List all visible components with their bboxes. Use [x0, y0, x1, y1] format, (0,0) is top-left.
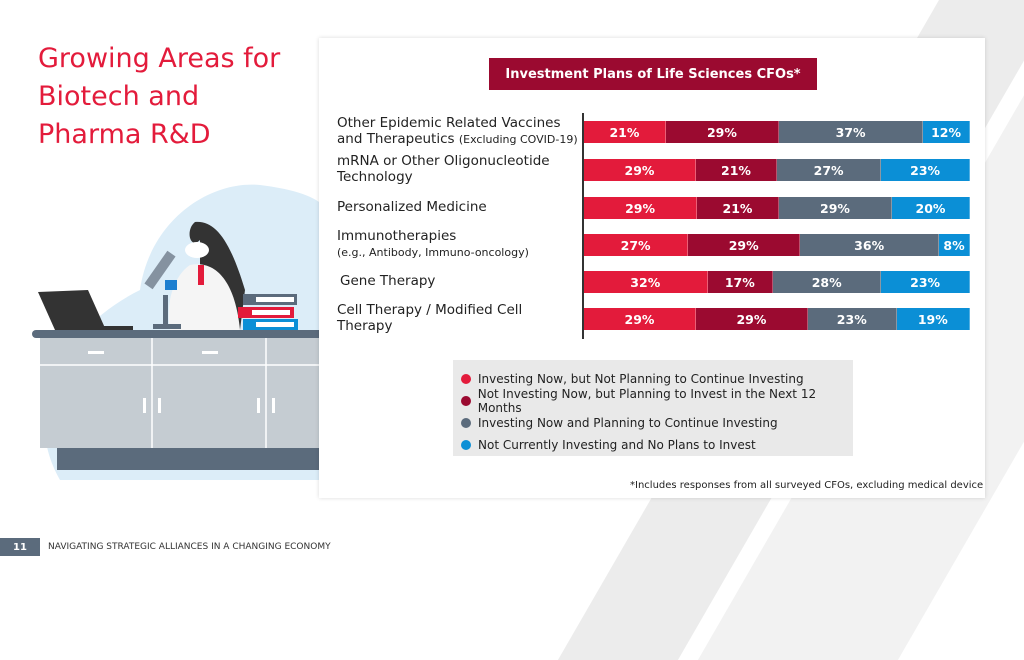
bar-segment: 20% [892, 197, 970, 219]
stacked-bar: 29% 21% 27% 23% [584, 159, 970, 181]
category-note: (Excluding COVID-19) [458, 133, 578, 146]
legend-label: Not Currently Investing and No Plans to … [478, 438, 756, 452]
bar-segment: 21% [697, 197, 779, 219]
bar-segment: 29% [584, 308, 696, 330]
stacked-bar: 29% 21% 29% 20% [584, 197, 970, 219]
bar-segment: 21% [695, 159, 777, 181]
slide-title: Growing Areas for Biotech and Pharma R&D [38, 43, 281, 150]
bar-segment: 23% [881, 159, 970, 181]
category-label: Cell Therapy / Modified Cell Therapy [337, 302, 582, 334]
legend-label: Investing Now, but Not Planning to Conti… [478, 372, 804, 386]
bar-segment: 17% [707, 271, 774, 293]
bar-segment: 29% [688, 234, 801, 256]
bar-segment: 27% [584, 234, 689, 256]
legend-dot-icon [461, 418, 471, 428]
category-name: Immunotherapies [337, 228, 457, 244]
lab-illustration [32, 184, 330, 480]
legend-item: Not Investing Now, but Planning to Inves… [461, 387, 853, 415]
stacked-bar: 32% 17% 28% 23% [584, 271, 970, 293]
legend: Investing Now, but Not Planning to Conti… [453, 360, 853, 456]
bar-segment: 21% [584, 121, 666, 143]
y-axis-line [582, 113, 584, 339]
category-name: Other Epidemic Related Vaccines and Ther… [337, 115, 561, 147]
legend-dot-icon [461, 374, 471, 384]
bar-segment: 23% [807, 308, 897, 330]
legend-dot-icon [461, 440, 471, 450]
category-name: Cell Therapy / Modified Cell Therapy [337, 302, 523, 334]
legend-label: Not Investing Now, but Planning to Inves… [477, 387, 817, 415]
bar-segment: 29% [665, 121, 779, 143]
legend-dot-icon [461, 396, 471, 406]
category-name: Personalized Medicine [337, 199, 487, 215]
bar-segment: 12% [923, 121, 970, 143]
page-number: 11 [0, 538, 40, 556]
bar-segment: 29% [778, 197, 892, 219]
bar-segment: 19% [896, 308, 970, 330]
category-name: Gene Therapy [340, 273, 436, 289]
bar-segment: 28% [773, 271, 882, 293]
category-label: Other Epidemic Related Vaccines and Ther… [337, 115, 582, 148]
category-label: Personalized Medicine [337, 199, 582, 215]
bar-segment: 23% [881, 271, 970, 293]
category-note: (e.g., Antibody, Immuno-oncology) [337, 246, 529, 259]
stacked-bar: 27% 29% 36% 8% [584, 234, 970, 256]
category-label: mRNA or Other Oligonucleotide Technology [337, 153, 582, 185]
bar-segment: 37% [778, 121, 924, 143]
category-label: Immunotherapies (e.g., Antibody, Immuno-… [337, 228, 582, 261]
footnote: *Includes responses from all surveyed CF… [630, 480, 984, 491]
legend-item: Investing Now, but Not Planning to Conti… [461, 368, 853, 390]
bar-segment: 29% [695, 308, 808, 330]
footer-title: NAVIGATING STRATEGIC ALLIANCES IN A CHAN… [48, 542, 331, 552]
category-name: mRNA or Other Oligonucleotide Technology [337, 153, 550, 185]
stacked-bar: 29% 29% 23% 19% [584, 308, 970, 330]
bar-segment: 29% [584, 197, 698, 219]
legend-item: Investing Now and Planning to Continue I… [461, 412, 853, 434]
bar-segment: 36% [800, 234, 940, 256]
legend-label: Investing Now and Planning to Continue I… [478, 416, 778, 430]
stacked-bar: 21% 29% 37% 12% [584, 121, 970, 143]
chart-title: Investment Plans of Life Sciences CFOs* [489, 58, 817, 90]
bar-segment: 8% [939, 234, 970, 256]
bar-segment: 27% [776, 159, 882, 181]
bar-segment: 29% [584, 159, 696, 181]
bar-segment: 32% [584, 271, 708, 293]
category-label: Gene Therapy [340, 273, 585, 289]
legend-item: Not Currently Investing and No Plans to … [461, 434, 853, 456]
